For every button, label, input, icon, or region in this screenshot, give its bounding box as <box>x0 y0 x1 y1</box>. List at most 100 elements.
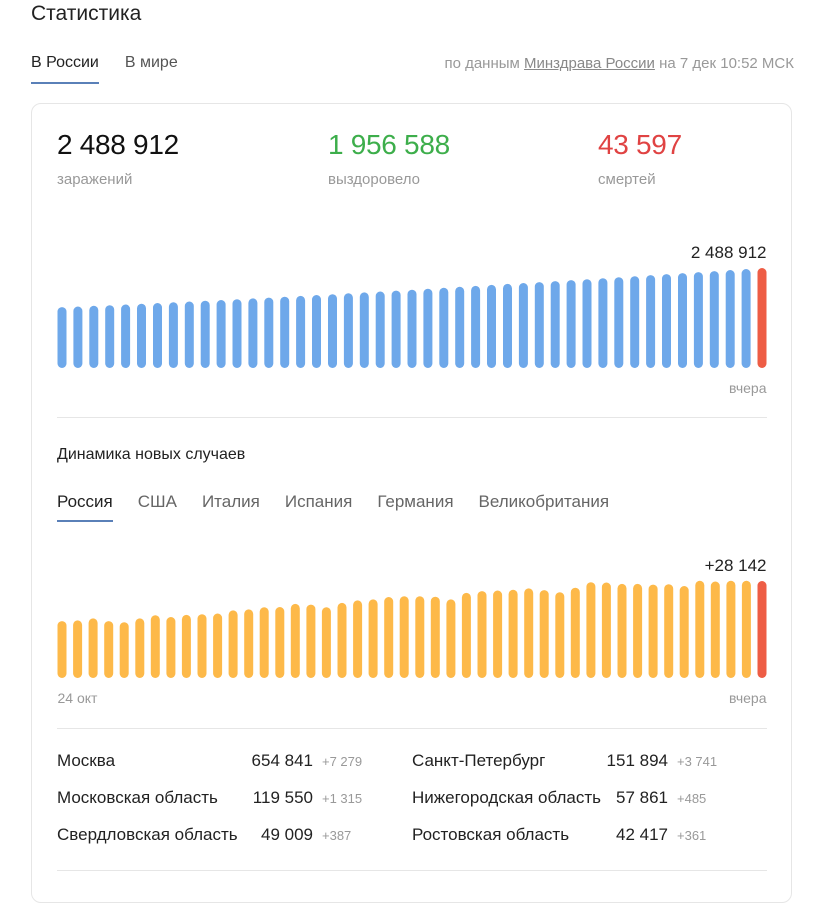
chart-latest-value: +28 142 <box>705 556 767 575</box>
region-name: Свердловская область <box>57 825 238 844</box>
chart-bar <box>359 292 369 368</box>
chart-bar <box>248 298 258 368</box>
chart-bar <box>550 281 560 368</box>
chart-bar <box>508 589 518 678</box>
chart-bar <box>741 269 751 368</box>
tab-country-uk[interactable]: Великобритания <box>478 492 610 511</box>
region-delta: +387 <box>322 828 352 843</box>
chart-bar <box>630 276 640 368</box>
chart-bar <box>104 621 114 678</box>
divider <box>57 728 767 729</box>
tab-country-italy[interactable]: Италия <box>201 492 260 511</box>
chart-bar <box>709 271 719 368</box>
tab-country-russia[interactable]: Россия <box>57 492 113 522</box>
chart-bar <box>150 615 160 678</box>
chart-bar <box>228 610 238 678</box>
tab-world[interactable]: В мире <box>124 54 178 71</box>
chart-bar <box>726 580 736 678</box>
chart-bar <box>368 599 378 678</box>
chart-bar <box>566 280 576 368</box>
chart-bar <box>168 302 178 368</box>
chart-bar <box>391 290 401 368</box>
chart-bar <box>213 613 223 678</box>
region-name: Нижегородская область <box>412 788 601 807</box>
chart-bar <box>710 581 720 678</box>
tab-country-germany[interactable]: Германия <box>377 492 454 511</box>
chart-bar <box>375 291 385 368</box>
source-prefix: по данным <box>444 55 520 72</box>
stat-recovered: 1 956 588 выздоровело <box>328 129 450 188</box>
chart-bar <box>617 583 627 678</box>
region-delta: +3 741 <box>677 754 718 769</box>
tab-russia[interactable]: В России <box>31 54 99 84</box>
chart-bar <box>493 590 503 678</box>
chart-bar <box>137 303 146 368</box>
chart-bar <box>646 275 656 368</box>
chart-bar <box>321 607 331 678</box>
chart-bar <box>555 592 565 678</box>
chart-bar <box>119 622 129 678</box>
chart-bar <box>216 300 226 368</box>
region-value: 42 417 <box>616 825 668 844</box>
chart-bar <box>741 580 751 678</box>
region-row: Нижегородская область 57 861 +485 <box>412 788 722 812</box>
region-value: 57 861 <box>616 788 668 807</box>
source-link[interactable]: Минздрава России <box>524 55 655 72</box>
chart-bar <box>539 590 549 678</box>
chart-bar <box>384 597 394 678</box>
chart-bar <box>135 618 145 678</box>
chart-bar <box>57 621 67 678</box>
chart-bar <box>430 596 440 678</box>
chart-bar <box>343 293 353 368</box>
chart-bar <box>648 584 658 678</box>
chart-bar <box>614 277 624 368</box>
chart-bar <box>415 596 425 678</box>
x-tick-first: 24 окт <box>58 690 99 706</box>
chart-bar <box>121 304 131 368</box>
chart-bar <box>582 279 592 368</box>
chart-bar <box>184 301 194 368</box>
chart-bar <box>232 299 242 368</box>
region-row: Свердловская область 49 009 +387 <box>57 825 367 849</box>
chart-bar <box>290 603 300 678</box>
chart-bar <box>570 587 580 678</box>
region-delta: +361 <box>677 828 707 843</box>
chart-bar <box>88 618 98 678</box>
page-title: Статистика <box>31 2 142 25</box>
chart-bar <box>73 306 83 368</box>
chart-bar <box>259 607 269 678</box>
divider <box>57 417 767 418</box>
country-tabs: Россия США Италия Испания Германия Велик… <box>57 492 609 522</box>
tab-country-usa[interactable]: США <box>137 492 177 511</box>
chart-bar <box>57 307 67 368</box>
chart-bar <box>105 305 115 368</box>
chart-bar <box>461 592 471 678</box>
chart-bar <box>399 596 409 678</box>
chart-bar <box>353 600 363 678</box>
region-name: Санкт-Петербург <box>412 751 546 770</box>
chart-bar <box>524 588 534 678</box>
chart-bar <box>471 285 481 368</box>
chart-bar <box>306 604 316 678</box>
total-cases-chart: 2 488 912 вчера <box>57 243 767 396</box>
new-cases-chart: +28 142 24 окт вчера <box>57 556 767 706</box>
x-tick-last: вчера <box>729 690 767 706</box>
chart-bar <box>693 272 703 368</box>
stat-deaths-value: 43 597 <box>598 129 682 160</box>
region-value: 119 550 <box>252 788 313 807</box>
stat-recovered-value: 1 956 588 <box>328 129 450 160</box>
region-value: 151 894 <box>606 751 668 770</box>
region-value: 49 009 <box>261 825 313 844</box>
data-source: по данным Минздрава России на 7 дек 10:5… <box>444 55 794 72</box>
chart-bar <box>477 591 487 678</box>
stat-infected-label: заражений <box>57 171 133 188</box>
chart-bar <box>503 283 512 368</box>
stats-card: 2 488 912 заражений 1 956 588 выздоровел… <box>31 103 792 903</box>
chart-bar <box>662 274 671 368</box>
tab-country-spain[interactable]: Испания <box>284 492 353 511</box>
chart-bar <box>166 617 176 678</box>
stat-recovered-label: выздоровело <box>328 171 420 188</box>
region-name: Москва <box>57 751 116 770</box>
chart-bar <box>200 300 210 368</box>
chart-bar <box>598 278 608 368</box>
